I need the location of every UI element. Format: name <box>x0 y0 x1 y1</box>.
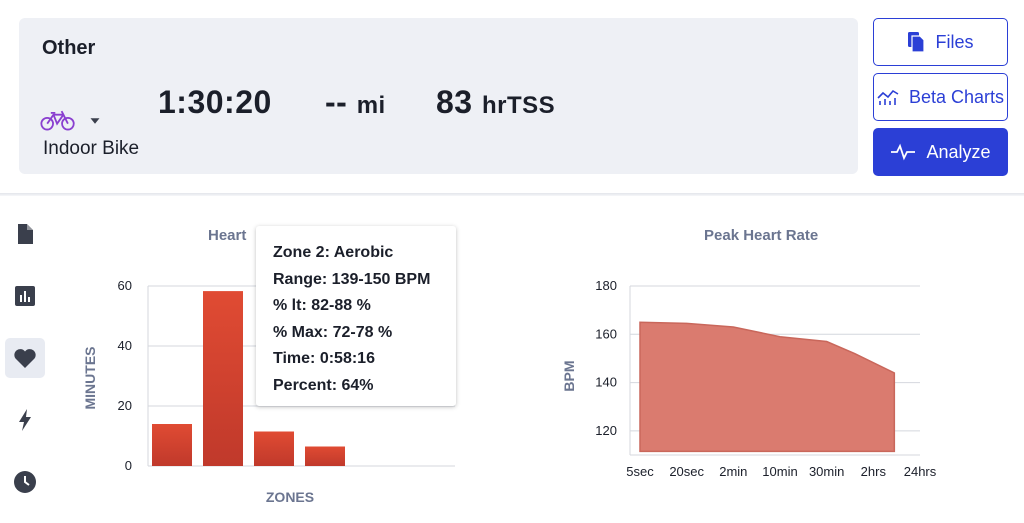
zone-tooltip: Zone 2: Aerobic Range: 139-150 BPM % lt:… <box>256 226 456 406</box>
files-button[interactable]: Files <box>873 18 1008 66</box>
workout-type-title: Other <box>42 37 96 59</box>
peak-hr-chart-title: Peak Heart Rate <box>704 227 819 244</box>
tss-value: 83 <box>436 84 473 120</box>
x-tick-label: 5sec <box>626 464 654 479</box>
tooltip-pct-lt: % lt: 82-88 % <box>273 297 371 314</box>
document-icon <box>18 224 33 244</box>
rail-details-tab[interactable] <box>5 214 45 254</box>
bar-chart-icon <box>15 286 35 306</box>
beta-charts-button[interactable]: Beta Charts <box>873 73 1008 121</box>
distance-stat: -- mi <box>325 84 386 121</box>
y-tick-label: 180 <box>595 278 617 293</box>
tooltip-zone: Zone 2: Aerobic <box>273 244 394 261</box>
x-tick-label: 24hrs <box>904 464 937 479</box>
x-axis-label: ZONES <box>266 489 314 505</box>
zone-bar <box>203 291 243 466</box>
rail-power-tab[interactable] <box>5 400 45 440</box>
sub-sport-label: Indoor Bike <box>43 138 140 159</box>
zone-bar <box>152 424 192 466</box>
tooltip-range: Range: 139-150 BPM <box>273 270 431 288</box>
y-tick-label: 20 <box>118 398 132 413</box>
files-button-label: Files <box>935 31 974 52</box>
chevron-down-icon <box>90 118 100 124</box>
y-tick-label: 160 <box>595 326 617 341</box>
duration-value: 1:30:20 <box>158 84 272 120</box>
analyze-button[interactable]: Analyze <box>873 128 1008 176</box>
y-tick-label: 140 <box>595 375 617 390</box>
tooltip-pct-max: % Max: 72-78 % <box>273 323 393 341</box>
rail-stats-tab[interactable] <box>5 276 45 316</box>
clock-icon <box>14 471 36 493</box>
x-tick-label: 30min <box>809 464 844 479</box>
y-axis-label: BPM <box>561 360 577 391</box>
x-tick-label: 2hrs <box>861 464 887 479</box>
header-divider <box>0 193 1024 196</box>
rail-heart-rate-tab[interactable] <box>5 338 45 378</box>
distance-value: -- <box>325 84 348 120</box>
peak-hr-chart: 120 140 160 180 5sec 20sec 2min 10min 30min 2hrs 2… <box>561 278 937 479</box>
y-tick-label: 60 <box>118 278 132 293</box>
tooltip-time: Time: 0:58:16 <box>273 350 375 367</box>
peak-hr-area <box>639 321 896 453</box>
hr-zones-chart-title: Heart <box>208 227 247 244</box>
files-icon <box>908 32 926 53</box>
y-axis-label: MINUTES <box>82 347 98 410</box>
zone-bar <box>254 431 294 466</box>
analyze-button-label: Analyze <box>926 141 991 162</box>
zone-bar <box>305 446 345 466</box>
tss-stat: 83 hrTSS <box>436 84 555 121</box>
workout-summary-card: Other 1:30:20 -- mi 83 hrTSS Indoor Bike <box>19 18 858 174</box>
rail-time-tab[interactable] <box>5 462 45 502</box>
x-tick-label: 2min <box>719 464 747 479</box>
tss-unit: hrTSS <box>481 92 556 119</box>
x-tick-label: 20sec <box>669 464 704 479</box>
y-tick-label: 120 <box>595 423 617 438</box>
beta-charts-button-label: Beta Charts <box>908 86 1005 107</box>
y-tick-label: 0 <box>125 458 132 473</box>
line-chart-icon <box>877 89 899 105</box>
y-tick-label: 40 <box>118 338 132 353</box>
hr-zones-chart: 0 20 40 60 ZONES MINUTES <box>82 278 455 505</box>
heart-icon <box>14 348 36 368</box>
pulse-icon <box>891 143 916 161</box>
x-tick-label: 10min <box>762 464 797 479</box>
bike-icon <box>40 110 75 131</box>
tooltip-percent: Percent: 64% <box>273 376 374 394</box>
lightning-icon <box>19 409 31 431</box>
sport-selector[interactable] <box>40 106 104 136</box>
distance-unit: mi <box>356 92 386 119</box>
